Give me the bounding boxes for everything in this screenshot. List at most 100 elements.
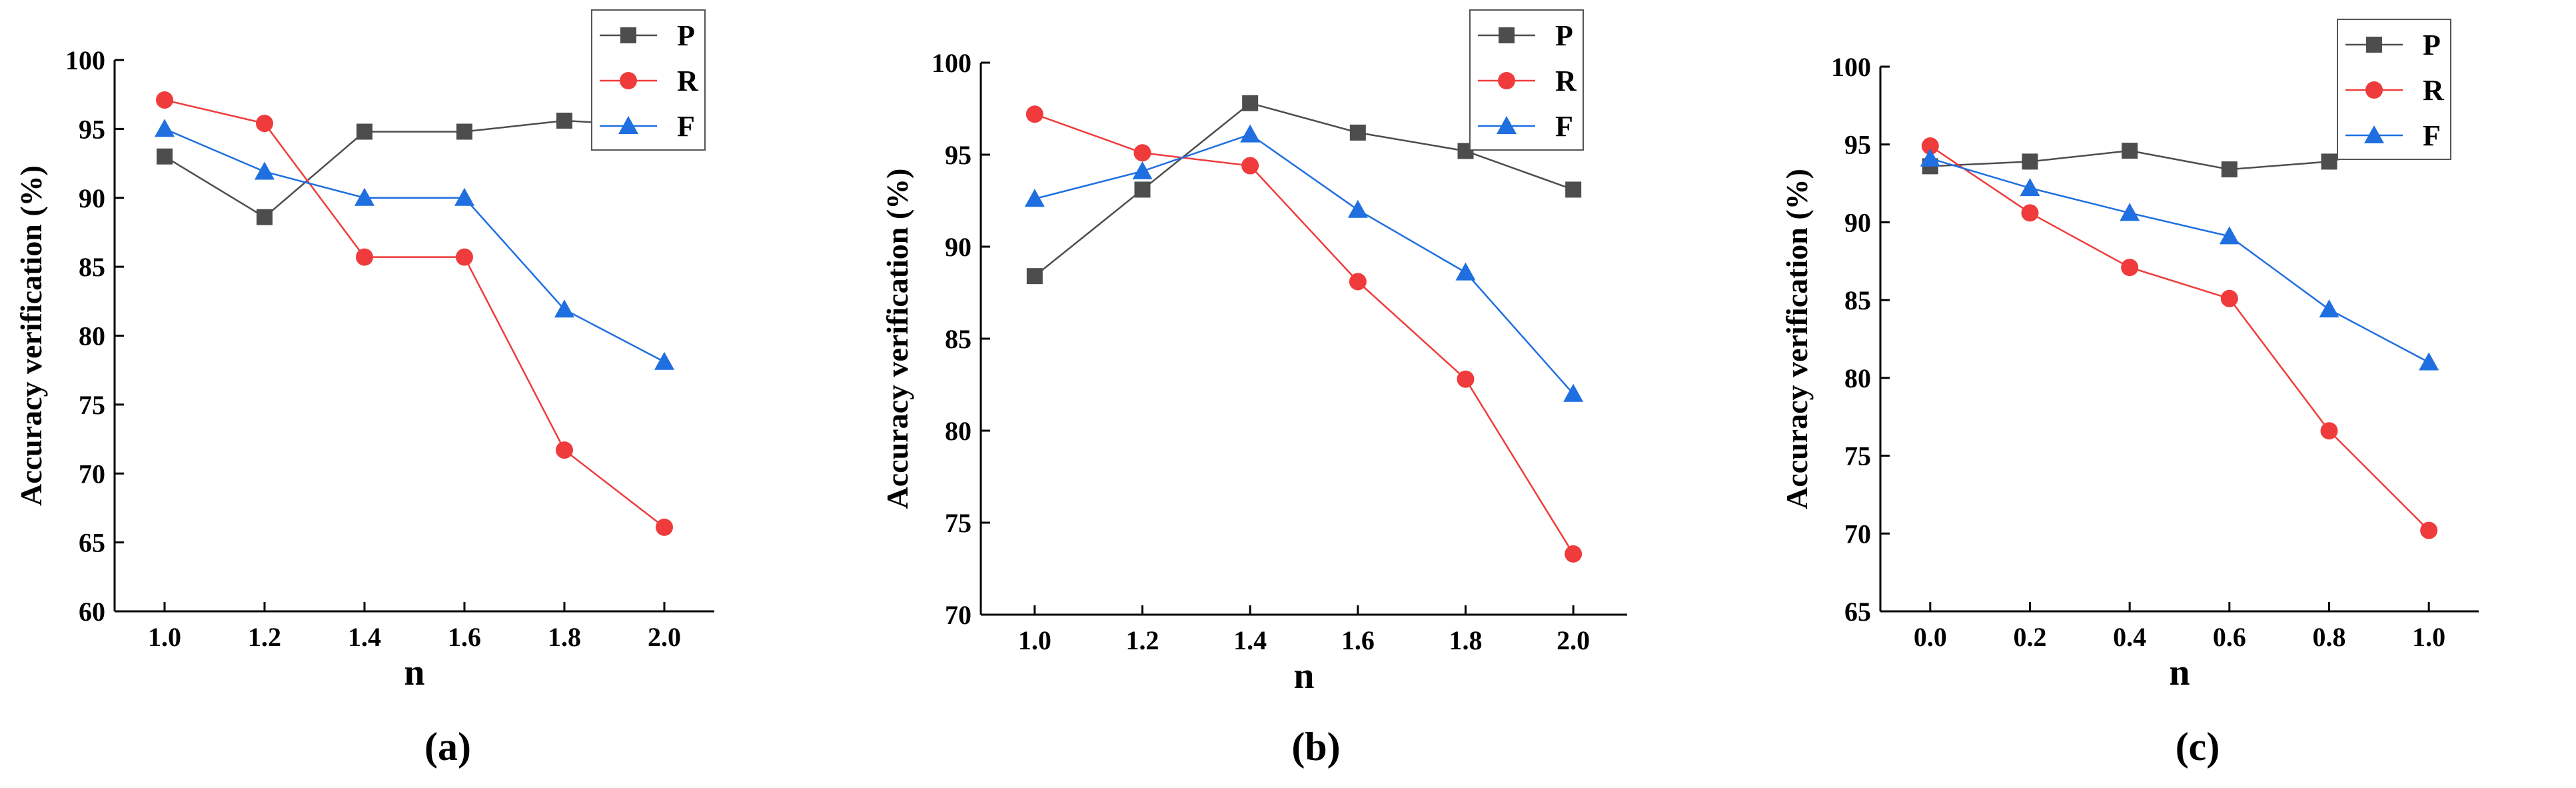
legend-marker-F [1497, 116, 1517, 134]
point-P [2321, 153, 2337, 170]
y-tick-label: 75 [945, 508, 971, 538]
y-tick-label: 80 [945, 416, 971, 446]
x-axis-title: n [1293, 655, 1314, 697]
point-P [1134, 181, 1151, 198]
legend: PRF [1469, 9, 1584, 151]
legend-label-P: P [1555, 19, 1573, 52]
x-tick-label: 0.4 [2113, 622, 2146, 652]
x-tick-label: 1.8 [1449, 625, 1483, 655]
point-R [2220, 289, 2238, 307]
y-tick-label: 75 [79, 390, 105, 420]
legend-label-F: F [677, 110, 695, 143]
series-R [1921, 137, 2438, 539]
point-F [354, 187, 374, 206]
point-R [1025, 105, 1043, 123]
legend: PRF [591, 9, 706, 151]
legend-label-P: P [677, 19, 695, 52]
point-R [156, 91, 173, 109]
point-F [2020, 178, 2040, 197]
series-R-line [1930, 145, 2430, 531]
y-tick-label: 100 [65, 45, 105, 75]
chart-panel-a: 60 65 70 75 80 85 90 95 100 1.0 1.2 1.4 1.6 1.8 2.0 n Ac… [14, 9, 714, 769]
point-R [1921, 137, 1939, 155]
y-tick-label: 65 [79, 528, 105, 558]
series-R-line [1034, 113, 1575, 555]
point-F [1563, 383, 1584, 402]
point-F [1132, 161, 1153, 179]
point-R [556, 441, 573, 459]
y-axis-title: Accuracy verification (%) [1780, 169, 1814, 509]
legend-label-R: R [2423, 74, 2445, 107]
series-R [156, 91, 673, 536]
point-F [454, 187, 474, 206]
point-F [255, 161, 275, 180]
series-F [1920, 148, 2439, 371]
y-tick-label: 70 [945, 600, 971, 630]
y-tick-label: 80 [79, 321, 105, 351]
legend-label-P: P [2423, 29, 2441, 61]
legend-label-F: F [1555, 110, 1573, 143]
point-F [654, 351, 674, 370]
point-R [2121, 259, 2139, 277]
point-P [1565, 181, 1582, 198]
chart-panel-c: 65 70 75 80 85 90 95 100 0.0 0.2 0.4 0.6 0.8 1.0 n Accu… [1780, 19, 2479, 769]
legend-marker-R [2365, 81, 2383, 99]
series-P-line [1034, 102, 1574, 277]
legend-label-R: R [1555, 65, 1577, 97]
point-P [2122, 143, 2138, 159]
point-P [157, 148, 173, 165]
point-F [2319, 299, 2339, 318]
y-tick-label: 100 [1831, 52, 1871, 82]
panel-label: (c) [2176, 725, 2220, 769]
point-P [1026, 268, 1043, 285]
legend-marker-F [618, 116, 638, 134]
x-tick-label: 1.2 [248, 622, 281, 652]
point-F [1347, 199, 1368, 218]
y-tick-label: 65 [1844, 597, 1871, 627]
x-tick-label: 0.2 [2014, 622, 2047, 652]
legend-marker-P [620, 27, 636, 43]
series-F [1024, 124, 1584, 402]
point-R [1349, 273, 1367, 291]
panel-label: (b) [1291, 725, 1340, 769]
x-tick-label: 1.0 [148, 622, 181, 652]
point-F [155, 119, 175, 137]
point-P [2022, 153, 2038, 170]
point-R [1241, 157, 1259, 175]
x-tick-label: 1.4 [1233, 625, 1267, 655]
y-tick-label: 100 [932, 48, 971, 78]
x-tick-label: 1.8 [548, 622, 581, 652]
x-tick-label: 0.8 [2313, 622, 2346, 652]
x-tick-label: 2.0 [1557, 625, 1590, 655]
series-F-line [1930, 157, 2429, 363]
point-P [356, 123, 372, 140]
point-R [1457, 370, 1475, 388]
y-tick-label: 60 [79, 597, 105, 627]
y-tick-label: 85 [945, 324, 971, 354]
x-tick-label: 1.0 [1018, 625, 1051, 655]
y-tick-label: 95 [1844, 130, 1871, 160]
legend-marker-P [1499, 27, 1515, 43]
point-P [257, 209, 273, 225]
legend-marker-F [2364, 125, 2384, 143]
y-axis-title: Accuracy verification (%) [14, 165, 48, 506]
point-F [2120, 203, 2140, 221]
series-F-line [1034, 133, 1575, 395]
x-axis-title: n [404, 652, 424, 693]
y-tick-label: 80 [1844, 363, 1871, 393]
legend-marker-R [620, 72, 637, 89]
legend-label-F: F [2423, 119, 2441, 152]
series-P [157, 112, 672, 225]
point-R [2021, 204, 2039, 222]
point-F [1455, 262, 1476, 281]
y-axis-title: Accuracy verification (%) [880, 169, 914, 509]
point-F [554, 299, 574, 318]
point-P [1242, 95, 1259, 111]
y-tick-label: 70 [79, 459, 105, 489]
y-tick-label: 85 [1844, 285, 1871, 315]
y-tick-label: 90 [1844, 207, 1871, 237]
point-R [256, 115, 273, 133]
point-R [356, 248, 373, 266]
